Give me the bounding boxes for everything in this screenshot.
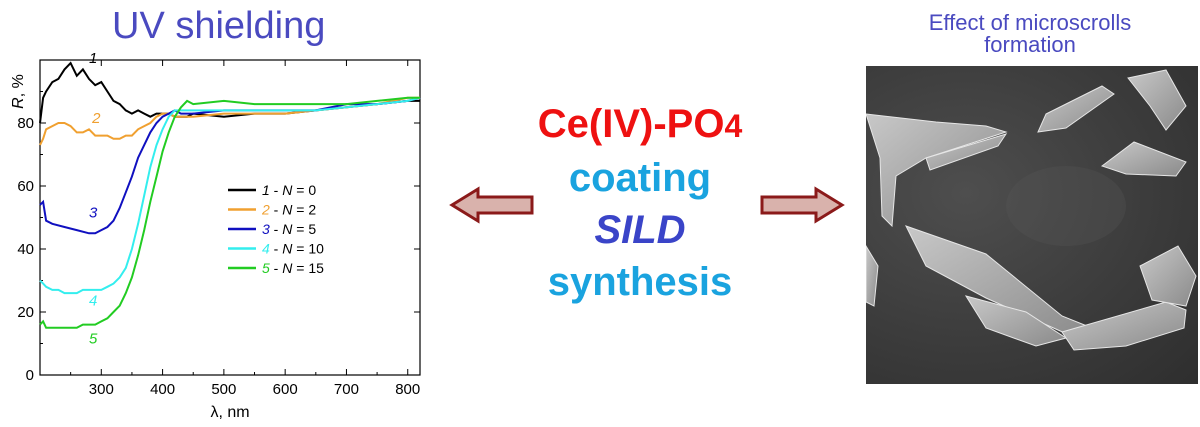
series-line-4	[39, 96, 421, 295]
legend-number: 4	[262, 241, 270, 257]
series-label-3: 3	[89, 205, 98, 222]
legend-entry-5: 5 - N = 15	[262, 260, 324, 276]
y-tick-label: 60	[17, 178, 34, 195]
y-tick-label: 40	[17, 241, 34, 258]
center-text-block: Ce(IV)-PO4 coating SILD synthesis	[515, 98, 765, 308]
reflectance-chart: 300 400 500 600 700 800 0 20 40 60 80 λ, nm R, % 1 2 3 4…	[10, 50, 421, 421]
x-tick-label: 800	[395, 381, 420, 398]
microscroll-10	[1139, 245, 1197, 307]
synthesis-label: synthesis	[547, 260, 733, 304]
formula-main: Ce(IV)-PO	[537, 102, 725, 146]
y-tick-label: 0	[26, 367, 34, 384]
legend-entry-4: 4 - N = 10	[262, 241, 324, 257]
micrograph-title-line2: formation	[984, 32, 1076, 57]
y-tick-label: 20	[17, 304, 34, 321]
x-tick-label: 400	[150, 381, 175, 398]
right-arrow-icon	[760, 186, 845, 224]
series-label-4: 4	[89, 293, 97, 310]
legend-number: 2	[261, 202, 270, 218]
microscroll-2	[925, 133, 1008, 171]
legend-variable: N	[282, 260, 293, 276]
legend-separator: -	[270, 241, 282, 257]
x-tick-label: 300	[89, 381, 114, 398]
micrograph-title-line1: Effect of microscrolls	[928, 10, 1132, 35]
legend-number: 1	[262, 182, 270, 198]
legend-number: 5	[262, 260, 270, 276]
legend-entry-3: 3 - N = 5	[262, 221, 316, 237]
legend-value: = 10	[292, 241, 324, 257]
series-line-2	[39, 96, 420, 146]
microscroll-3	[1037, 85, 1115, 133]
legend-value: = 0	[292, 182, 316, 198]
legend-variable: N	[282, 241, 293, 257]
legend-value: = 5	[292, 221, 316, 237]
microscroll-1	[866, 113, 1008, 228]
micrograph-title: Effect of microscrolls formation	[880, 12, 1180, 56]
legend-value: = 2	[292, 202, 316, 218]
formula-subscript: 4	[724, 108, 743, 144]
microscroll-shapes	[866, 69, 1197, 351]
microscroll-5	[1100, 141, 1187, 177]
chart-title: UV shielding	[112, 5, 326, 47]
series-label-1: 1	[89, 50, 97, 67]
x-tick-label: 700	[334, 381, 359, 398]
series-label-2: 2	[91, 110, 101, 127]
microscroll-8	[964, 295, 1068, 347]
y-axis-label: R, %	[10, 74, 27, 109]
legend-separator: -	[270, 182, 282, 198]
sem-micrograph-image	[866, 66, 1198, 384]
legend-number: 3	[262, 221, 270, 237]
sild-label: SILD	[594, 208, 686, 252]
y-axis-label-var: R	[10, 97, 27, 109]
left-arrow-icon	[449, 186, 534, 224]
series-line-5	[39, 96, 420, 329]
y-axis-label-unit: , %	[10, 74, 27, 97]
coating-label: coating	[568, 156, 712, 200]
legend-entry-2: 2 - N = 2	[261, 202, 316, 218]
legend-entry-1: 1 - N = 0	[262, 182, 316, 198]
legend-separator: -	[270, 202, 282, 218]
legend-variable: N	[282, 202, 293, 218]
y-tick-label: 80	[17, 115, 34, 132]
formula-label: Ce(IV)-PO4	[515, 98, 765, 152]
legend-variable: N	[282, 221, 293, 237]
legend-separator: -	[270, 221, 282, 237]
legend-value: = 15	[292, 260, 324, 276]
x-axis-label: λ, nm	[210, 404, 249, 421]
series-label-5: 5	[89, 331, 98, 348]
legend-separator: -	[270, 260, 282, 276]
legend-variable: N	[282, 182, 293, 198]
microscroll-6	[866, 245, 879, 307]
x-tick-label: 500	[211, 381, 236, 398]
substrate-shade	[1006, 166, 1126, 246]
x-tick-label: 600	[273, 381, 298, 398]
microscroll-4	[1127, 69, 1187, 131]
